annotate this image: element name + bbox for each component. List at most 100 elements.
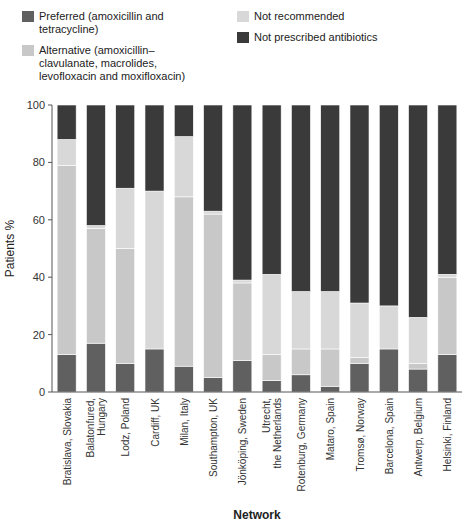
x-tick-label-group: Helsinki, Finland [442, 398, 453, 471]
x-tick-label: Jönköping, Sweden [237, 398, 248, 485]
x-tick-label-line: Southampton, UK [208, 398, 219, 477]
x-tick-label-line: Utrecht, [261, 398, 272, 433]
bar-segment: Helsinki, Finland: 59 [438, 105, 457, 274]
bar-segment: Mataro, Spain: 13 [321, 349, 340, 386]
x-tick-label-line: Barcelona, Spain [383, 398, 394, 474]
bar-segment: Antwerp, Belgium: 16 [409, 317, 428, 363]
y-axis-line [52, 105, 53, 392]
legend-label-line: levofloxacin and moxifloxacin) [39, 70, 185, 82]
x-tick-label: Tromsø, Norway [354, 398, 365, 472]
y-tick-label: 40 [33, 271, 45, 283]
bar-segment: Southampton, UK: 37 [204, 105, 223, 211]
bar-segment: Tromsø, Norway: 2 [350, 358, 369, 364]
bar-segment: Antwerp, Belgium: 2 [409, 363, 428, 369]
y-tick [48, 334, 52, 335]
bar-segment: Milan, Italy: 59 [174, 197, 193, 366]
y-tick [48, 162, 52, 163]
y-tick-label: 20 [33, 329, 45, 341]
bar-segment: Milan, Italy: 9 [174, 366, 193, 392]
bar-segment: Balatonfured, Hungary: 40 [86, 228, 105, 343]
bar-segment: Jönköping, Sweden: 11 [233, 360, 252, 392]
bar-segment: Southampton, UK: 57 [204, 214, 223, 378]
x-tick-label-group: Antwerp, Belgium [413, 398, 424, 476]
bar-segment: Helsinki, Finland: 1 [438, 274, 457, 277]
x-tick-label-group: Tromsø, Norway [354, 398, 365, 472]
x-tick-label-line: Cardiff, UK [149, 398, 160, 447]
x-tick-label: Utrecht,the Netherlands [261, 398, 283, 469]
legend-label-line: tetracycline) [39, 23, 98, 35]
x-tick-label: Lodz, Poland [120, 398, 131, 456]
y-tick [48, 105, 52, 106]
y-axis: 020406080100 [27, 99, 52, 398]
legend-label-line: Not recommended [254, 10, 345, 22]
x-tick-label-line: Antwerp, Belgium [413, 398, 424, 476]
bar-segment: Utrecht, the Netherlands: 4 [262, 381, 281, 392]
x-tick-label: Helsinki, Finland [442, 398, 453, 471]
bar-segment: Rotenburg, Germany: 9 [291, 349, 310, 375]
bar-segment: Jönköping, Sweden: 61 [233, 105, 252, 280]
y-tick [48, 392, 52, 393]
bar-segment: Southampton, UK: 5 [204, 378, 223, 392]
x-tick-label-line: Mataro, Spain [325, 398, 336, 460]
x-tick-label-group: Cardiff, UK [149, 398, 160, 447]
bar-segment: Tromsø, Norway: 19 [350, 303, 369, 358]
bar-segment: Cardiff, UK: 15 [145, 349, 164, 392]
y-tick-label: 60 [33, 214, 45, 226]
legend-label-line: clavulanate, macrolides, [39, 57, 157, 69]
bar-segment: Cardiff, UK: 55 [145, 191, 164, 349]
x-tick-label-group: Lodz, Poland [120, 398, 131, 456]
bar-segment: Antwerp, Belgium: 74 [409, 105, 428, 317]
bar-segment: Antwerp, Belgium: 8 [409, 369, 428, 392]
y-tick [48, 277, 52, 278]
legend-label: Not recommended [254, 10, 345, 22]
x-tick-label-group: Milan, Italy [178, 398, 189, 446]
legend-label: Preferred (amoxicillin andtetracycline) [39, 10, 164, 35]
y-tick [48, 219, 52, 220]
x-tick-label: Mataro, Spain [325, 398, 336, 460]
x-tick-label: Barcelona, Spain [383, 398, 394, 474]
legend: Preferred (amoxicillin andtetracycline) A… [22, 10, 378, 82]
legend-label: Alternative (amoxicillin–clavulanate, ma… [39, 44, 185, 82]
bar-segment: Helsinki, Finland: 13 [438, 355, 457, 392]
y-axis-label: Patients % [3, 219, 17, 277]
bar-segment: Bratislava, Slovakia: 13 [57, 355, 76, 392]
y-tick-label: 0 [39, 386, 45, 398]
bar-segment: Mataro, Spain: 65 [321, 105, 340, 292]
x-tick-label: Antwerp, Belgium [413, 398, 424, 476]
x-tick-label-group: Jönköping, Sweden [237, 398, 248, 485]
bar-segment: Barcelona, Spain: 70 [379, 105, 398, 306]
x-tick-label-group: Southampton, UK [208, 398, 219, 477]
bar-segment: Jönköping, Sweden: 1 [233, 280, 252, 283]
bar-segment: Rotenburg, Germany: 6 [291, 375, 310, 392]
bar-segment: Cardiff, UK: 30 [145, 105, 164, 191]
x-tick-label-group: Rotenburg, Germany [295, 398, 306, 491]
x-tick-label: Bratislava, Slovakia [61, 398, 72, 486]
x-tick-label-group: Balatonfured,Hungary [85, 398, 107, 458]
legend-label: Not prescribed antibiotics [254, 31, 378, 43]
x-tick-label-line: Lodz, Poland [120, 398, 131, 456]
bar-segment: Bratislava, Slovakia: 12 [57, 105, 76, 139]
x-tick-label-line: Balatonfured, [85, 398, 96, 458]
bar-segment: Balatonfured, Hungary: 17 [86, 343, 105, 392]
x-tick-label-line: Helsinki, Finland [442, 398, 453, 471]
bar-segment: Mataro, Spain: 2 [321, 386, 340, 392]
x-tick-label: Southampton, UK [208, 398, 219, 477]
bar-segment: Bratislava, Slovakia: 9 [57, 139, 76, 165]
x-tick-label-line: Milan, Italy [178, 398, 189, 446]
x-tick-label-line: Tromsø, Norway [354, 398, 365, 472]
bar-segment: Helsinki, Finland: 27 [438, 277, 457, 354]
bar-segment: Rotenburg, Germany: 20 [291, 292, 310, 349]
bar-segment: Rotenburg, Germany: 65 [291, 105, 310, 292]
bar-segment: Lodz, Poland: 40 [116, 249, 135, 364]
x-tick-label-line: Bratislava, Slovakia [61, 398, 72, 486]
x-tick-label: Milan, Italy [178, 398, 189, 446]
legend-swatch [22, 11, 34, 22]
x-tick-label-line: Jönköping, Sweden [237, 398, 248, 485]
bar-segment: Barcelona, Spain: 15 [379, 306, 398, 349]
bar-segment: Bratislava, Slovakia: 66 [57, 165, 76, 354]
x-axis: Bratislava, Slovakia Balatonfured,Hungary… [52, 392, 462, 491]
bar-segment: Milan, Italy: 21 [174, 137, 193, 197]
x-tick-label: Rotenburg, Germany [295, 398, 306, 491]
bar-segment: Balatonfured, Hungary: 42 [86, 105, 105, 226]
bar-segment: Balatonfured, Hungary: 1 [86, 226, 105, 229]
